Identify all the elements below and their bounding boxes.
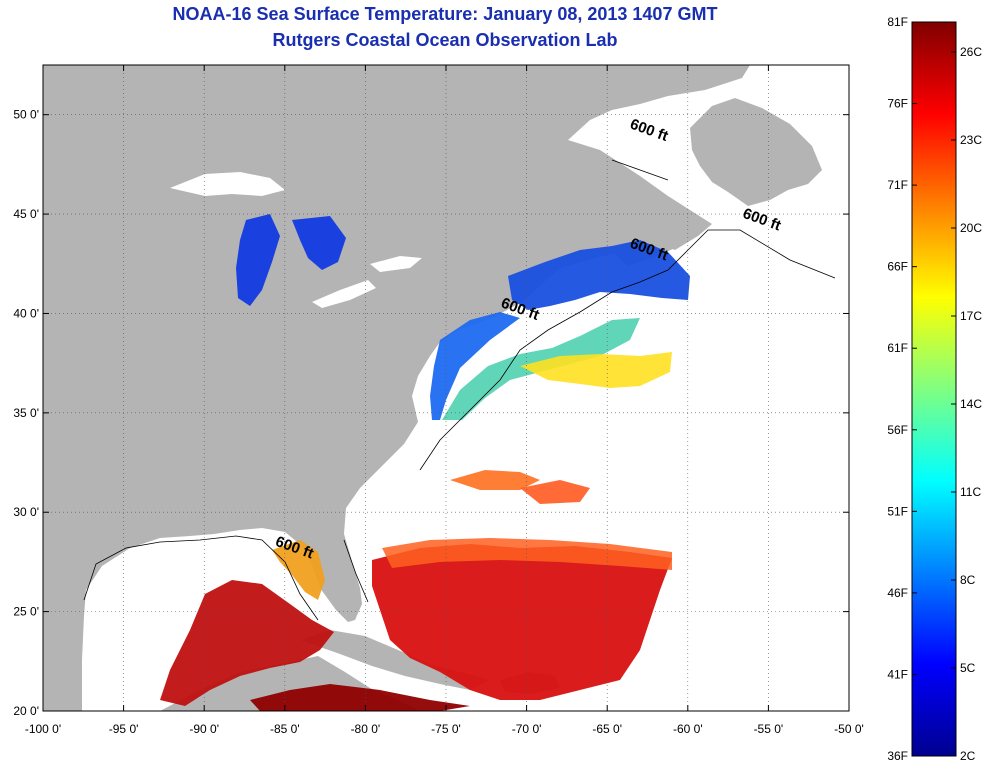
colorbar-celsius-labels: 26C 23C 20C 17C 14C 11C 8C 5C 2C [951, 45, 982, 763]
map-title: NOAA-16 Sea Surface Temperature: January… [172, 4, 718, 24]
sst-warm-upper-band [382, 538, 672, 570]
lon-tick-label: -85 0' [270, 722, 300, 736]
land-newfoundland [690, 98, 822, 206]
lake-erie [312, 280, 376, 308]
lon-tick-label: -100 0' [25, 722, 61, 736]
depth-contour-600ft [83, 159, 836, 621]
colorbar-label-f: 56F [887, 423, 908, 437]
colorbar-label-f: 76F [887, 97, 908, 111]
colorbar-label-f: 46F [887, 586, 908, 600]
longitude-axis: -100 0' -95 0' -90 0' -85 0' -80 0' -75 0' -70… [25, 65, 864, 736]
lon-tick-label: -95 0' [109, 722, 139, 736]
lon-tick-label: -65 0' [592, 722, 622, 736]
colorbar-label-f: 36F [887, 749, 908, 763]
colorbar-label-c: 17C [960, 309, 982, 323]
colorbar-fahrenheit-labels: 81F 76F 71F 66F 61F 56F 51F 46F 41F 36F [887, 15, 917, 763]
sst-florida-shelf [272, 540, 325, 600]
colorbar-label-c: 11C [960, 485, 981, 499]
colorbar-label-c: 23C [960, 133, 982, 147]
lat-tick-label: 20 0' [13, 704, 39, 718]
lat-tick-label: 35 0' [13, 406, 39, 420]
sst-warm-offshore [520, 480, 590, 504]
sst-cold-nearshore [430, 312, 520, 420]
lat-tick-label: 50 0' [13, 108, 39, 122]
lat-tick-label: 45 0' [13, 207, 39, 221]
lat-tick-label: 25 0' [13, 605, 39, 619]
sst-gulf-stream [450, 470, 540, 490]
colorbar-label-c: 2C [960, 749, 976, 763]
colorbar-label-c: 5C [960, 661, 976, 675]
colorbar-label-f: 51F [887, 504, 908, 518]
lake-superior [170, 172, 285, 196]
sst-cold-gulf-of-maine [508, 240, 690, 310]
lon-tick-label: -70 0' [512, 722, 542, 736]
land-north-america [43, 65, 750, 711]
lon-tick-label: -50 0' [834, 722, 864, 736]
sst-warm-shelf-edge [520, 352, 672, 388]
lat-tick-label: 30 0' [13, 505, 39, 519]
sst-tropical-atlantic [372, 544, 672, 700]
lon-tick-label: -80 0' [351, 722, 381, 736]
colorbar [911, 21, 957, 757]
colorbar-label-f: 61F [887, 341, 908, 355]
lake-ontario [370, 256, 422, 272]
colorbar-label-c: 26C [960, 45, 982, 59]
lake-michigan [236, 214, 280, 306]
colorbar-label-f: 71F [887, 178, 908, 192]
lat-tick-label: 40 0' [13, 306, 39, 320]
lon-tick-label: -55 0' [754, 722, 784, 736]
colorbar-label-f: 81F [887, 15, 908, 29]
colorbar-label-f: 41F [887, 667, 908, 681]
colorbar-label-c: 14C [960, 397, 982, 411]
lon-tick-label: -90 0' [189, 722, 219, 736]
lon-tick-label: -60 0' [673, 722, 703, 736]
colorbar-label-c: 8C [960, 573, 976, 587]
map-subtitle: Rutgers Coastal Ocean Observation Lab [272, 30, 618, 50]
colorbar-label-c: 20C [960, 221, 982, 235]
colorbar-label-f: 66F [887, 260, 908, 274]
lake-huron [292, 216, 346, 270]
sst-caribbean [250, 684, 470, 711]
latitude-axis: 20 0' 25 0' 30 0' 35 0' 40 0' 45 0' 50 0' [13, 108, 849, 718]
land-cuba [300, 630, 490, 690]
lon-tick-label: -75 0' [431, 722, 461, 736]
